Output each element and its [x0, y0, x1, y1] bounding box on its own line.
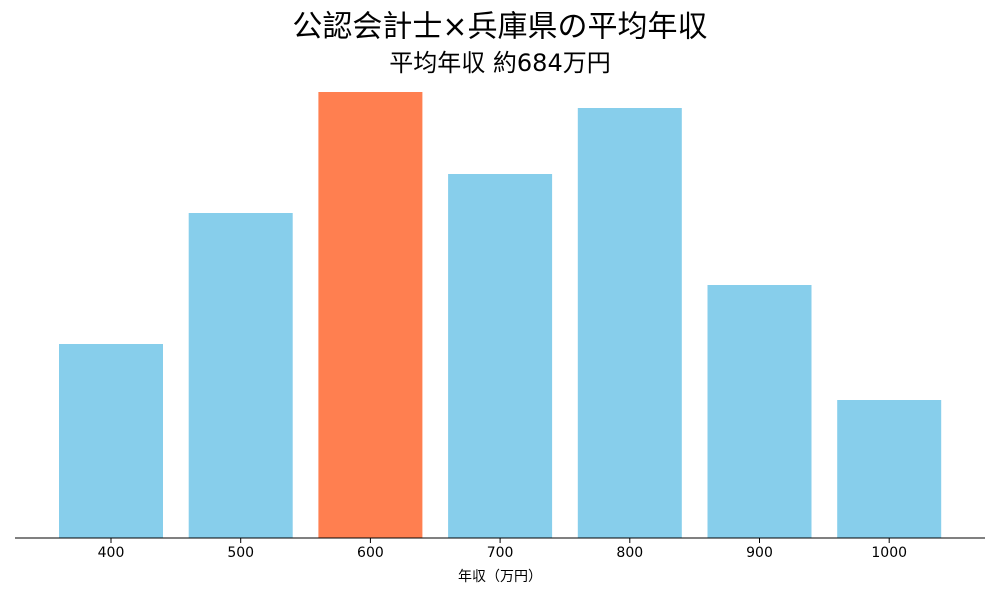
bar — [707, 285, 812, 538]
x-tick-label: 400 — [98, 545, 125, 561]
chart-subtitle: 平均年収 約684万円 — [389, 49, 610, 77]
bar — [188, 213, 293, 538]
x-tick-label: 600 — [357, 545, 384, 561]
x-tick-label: 500 — [227, 545, 254, 561]
bar — [837, 400, 942, 538]
x-tick-label: 1000 — [871, 545, 907, 561]
x-axis-label: 年収（万円） — [458, 569, 542, 585]
x-tick-label: 700 — [487, 545, 514, 561]
x-tick-label: 900 — [746, 545, 773, 561]
bar — [318, 92, 423, 538]
x-tick-label: 800 — [616, 545, 643, 561]
chart-title: 公認会計士×兵庫県の平均年収 — [292, 10, 707, 45]
bar — [59, 344, 163, 538]
bar — [577, 108, 682, 538]
bar — [448, 174, 553, 538]
